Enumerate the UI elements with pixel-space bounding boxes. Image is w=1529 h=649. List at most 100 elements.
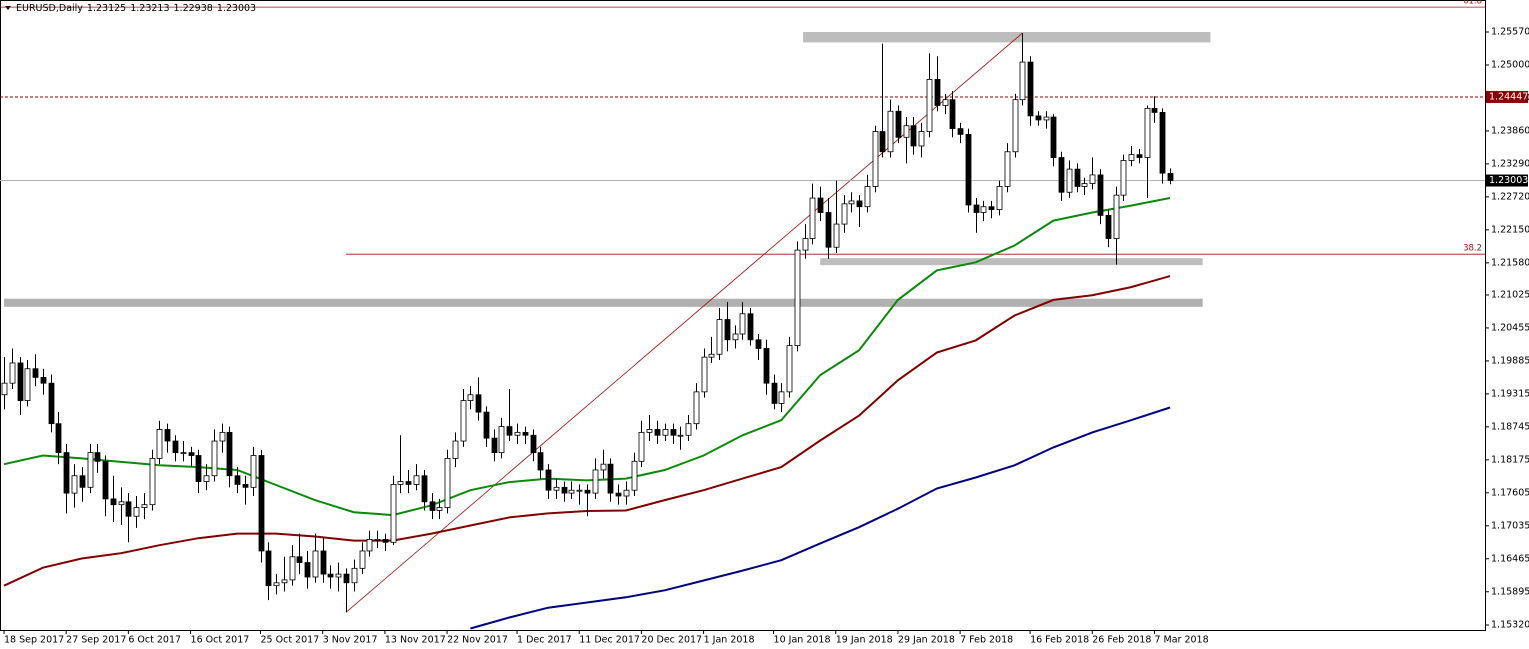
x-tick-label: 11 Dec 2017: [579, 635, 640, 646]
candle-body: [662, 429, 669, 436]
candle-body: [444, 457, 451, 508]
candle-body: [226, 431, 233, 477]
candle-body: [164, 429, 171, 442]
candle-body: [397, 481, 404, 485]
candle-body: [841, 203, 848, 225]
candle-body: [125, 501, 132, 517]
candle-body: [102, 460, 109, 500]
candle-body: [739, 313, 746, 335]
price-box-label: 1.24447: [1489, 91, 1528, 102]
y-tick-label: 1.18745: [1491, 421, 1529, 432]
candle-body: [545, 469, 552, 491]
candle-body: [809, 197, 816, 239]
y-tick-label: 1.15320: [1491, 620, 1529, 631]
candle-body: [864, 186, 871, 208]
candle-body: [584, 489, 591, 494]
fibo-label: 61.8: [1463, 0, 1482, 7]
candle-body: [149, 457, 156, 506]
candle-body: [942, 99, 949, 106]
candle-body: [895, 110, 902, 138]
x-tick-label: 22 Nov 2017: [447, 635, 508, 646]
candle-body: [1144, 107, 1151, 158]
candle-body: [623, 489, 630, 497]
candle-body: [94, 452, 101, 462]
close: 1.23003: [216, 3, 257, 14]
candle-body: [421, 475, 428, 503]
candle-body: [188, 452, 195, 456]
candle-body: [1058, 157, 1065, 193]
y-tick-label: 1.17035: [1491, 520, 1529, 531]
y-tick-label: 1.21580: [1491, 257, 1529, 268]
x-tick-label: 7 Feb 2018: [960, 635, 1013, 646]
y-tick-label: 1.22150: [1491, 224, 1529, 235]
y-tick-label: 1.18175: [1491, 454, 1529, 465]
symbol: EURUSD,Daily: [16, 3, 83, 14]
candle-body: [1105, 214, 1112, 239]
candle-body: [180, 452, 187, 455]
candle-body: [1120, 160, 1127, 196]
candle-body: [1113, 194, 1120, 239]
candle-body: [133, 507, 140, 517]
x-tick-label: 10 Jan 2018: [774, 635, 831, 646]
y-tick-label: 1.19885: [1491, 355, 1529, 366]
candle-body: [1019, 61, 1026, 101]
candle-body: [646, 429, 653, 433]
candle-body: [250, 455, 257, 488]
candle-body: [48, 382, 55, 425]
y-tick-label: 1.15895: [1491, 586, 1529, 597]
candle-body: [141, 504, 148, 508]
candle-body: [351, 567, 358, 584]
x-tick-label: 13 Nov 2017: [385, 635, 446, 646]
candle-body: [327, 573, 334, 578]
candle-body: [631, 460, 638, 491]
candle-body: [973, 204, 980, 213]
candle-body: [374, 538, 381, 541]
candle-body: [1074, 168, 1081, 187]
x-tick-label: 1 Jan 2018: [704, 635, 755, 646]
candle-body: [63, 452, 70, 494]
candle-body: [817, 197, 824, 213]
candle-body: [537, 452, 544, 471]
candle-body: [195, 455, 202, 482]
candle-body: [949, 99, 956, 130]
candle-body: [436, 507, 443, 511]
y-tick-label: 1.21025: [1491, 289, 1529, 300]
candle-body: [708, 353, 715, 358]
candle-body: [335, 573, 342, 578]
candle-body: [17, 362, 24, 401]
candle-body: [1159, 112, 1166, 174]
x-tick-label: 20 Dec 2017: [641, 635, 702, 646]
candle-body: [530, 434, 537, 454]
candle-body: [747, 313, 754, 341]
candle-body: [934, 79, 941, 106]
candle-body: [568, 489, 575, 494]
header: EURUSD,Daily 1.23125 1.23213 1.22938 1.23003: [16, 3, 260, 14]
candle-body: [452, 440, 459, 459]
price-box: [1486, 90, 1528, 103]
candle-body: [716, 319, 723, 355]
candle-body: [1081, 183, 1088, 187]
candle-body: [607, 463, 614, 494]
candle-body: [522, 431, 529, 436]
y-tick-label: 1.19315: [1491, 388, 1529, 399]
candle-body: [203, 475, 210, 482]
y-tick-label: 1.25570: [1491, 26, 1529, 37]
x-tick-label: 7 Mar 2018: [1154, 635, 1208, 646]
x-tick-label: 25 Oct 2017: [261, 635, 320, 646]
candle-body: [118, 501, 125, 506]
y-tick-label: 1.22720: [1491, 191, 1529, 202]
candle-body: [638, 431, 645, 462]
candle-body: [980, 206, 987, 213]
candle-body: [289, 556, 296, 581]
candle-body: [685, 423, 692, 436]
candle-body: [304, 562, 311, 578]
high: 1.23213: [130, 3, 170, 14]
candle-body: [903, 125, 910, 138]
candle-body: [965, 134, 972, 206]
candle-body: [1004, 151, 1011, 187]
y-tick-label: 1.23290: [1491, 158, 1529, 169]
y-tick-label: 1.20455: [1491, 322, 1529, 333]
candle-body: [234, 475, 241, 485]
price-box-label: 1.23003: [1489, 175, 1528, 186]
